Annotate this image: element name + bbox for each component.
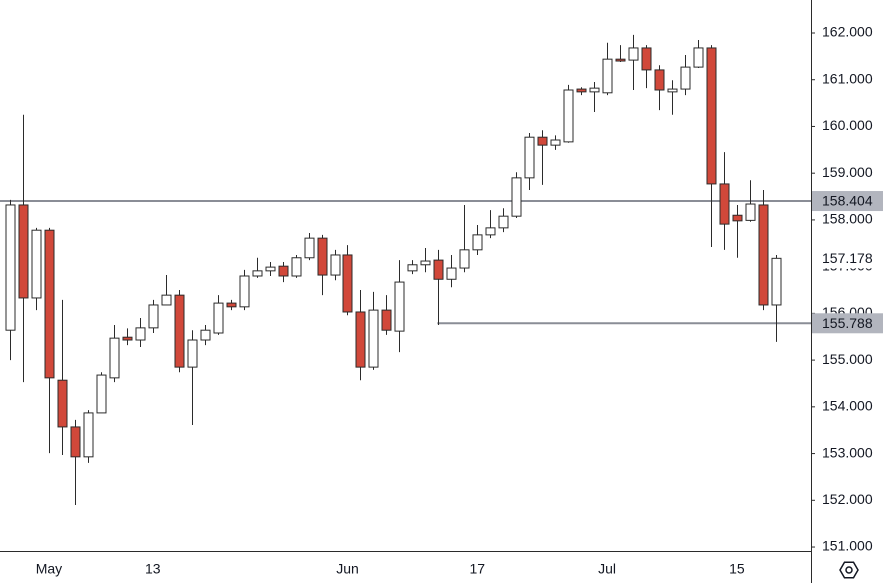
candle-body-down — [317, 237, 328, 276]
candle-body-up — [420, 260, 431, 266]
candle-body-up — [135, 327, 146, 341]
candle-body-down — [226, 302, 237, 308]
y-tick-label: 155.000 — [822, 351, 873, 367]
candle-body-up — [628, 47, 639, 61]
candle-body-up — [83, 412, 94, 458]
candle-body-up — [771, 257, 782, 306]
candle-body-up — [31, 229, 42, 299]
candle-body-up — [5, 204, 16, 331]
candle-body-up — [407, 264, 418, 272]
candle-body-up — [485, 227, 496, 236]
candle-body-up — [330, 254, 341, 276]
candle-body-up — [524, 136, 535, 179]
candle-body-down — [57, 379, 68, 428]
x-tick-label: 15 — [729, 561, 745, 577]
level-label: 158.404 — [822, 193, 873, 209]
candle-body-up — [96, 374, 107, 414]
settings-icon[interactable] — [839, 561, 859, 579]
candle-body-down — [44, 229, 55, 379]
candle-body-down — [342, 254, 353, 313]
candle-body-down — [719, 183, 730, 225]
level-label-box — [812, 313, 883, 334]
candle-body-down — [174, 294, 185, 368]
candle-body-up — [680, 66, 691, 90]
x-tick-label: 13 — [145, 561, 161, 577]
candle-body-up — [304, 237, 315, 259]
x-tick-label: Jul — [598, 561, 616, 577]
candle-body-up — [187, 339, 198, 368]
candle-body-down — [381, 309, 392, 331]
y-tick-label: 154.000 — [822, 398, 873, 414]
settings-dot[interactable] — [845, 566, 853, 574]
candle-body-up — [368, 309, 379, 368]
candle-body-down — [18, 204, 29, 299]
candle-body-down — [355, 311, 366, 368]
candle-body-down — [433, 259, 444, 280]
candle-body-up — [693, 47, 704, 68]
x-tick-label: May — [36, 561, 62, 577]
candle-body-up — [213, 302, 224, 334]
plot-area — [0, 34, 811, 505]
last-price-label: 157.178 — [822, 250, 873, 266]
level-label-box — [812, 191, 883, 212]
candle-body-down — [122, 336, 133, 341]
candle-body-up — [394, 281, 405, 332]
candle-body-up — [252, 270, 263, 277]
candle-body-up — [472, 234, 483, 251]
candle-body-up — [498, 215, 509, 229]
candle-body-up — [745, 203, 756, 221]
y-tick-label: 161.000 — [822, 70, 873, 86]
candle-body-up — [109, 337, 120, 379]
candle-body-up — [148, 304, 159, 329]
candle-body-down — [537, 136, 548, 146]
candle-body-down — [641, 47, 652, 71]
candle-body-up — [563, 89, 574, 143]
candle-body-up — [200, 329, 211, 341]
candle-body-up — [446, 267, 457, 280]
candle-body-down — [706, 47, 717, 185]
candle-body-up — [239, 275, 250, 308]
level-label: 155.788 — [822, 315, 873, 331]
y-tick-label: 152.000 — [822, 491, 873, 507]
last-price-box — [812, 248, 883, 269]
candle-body-up — [602, 58, 613, 94]
candle-body-up — [589, 87, 600, 93]
candle-body-up — [550, 139, 561, 146]
y-tick-label: 151.000 — [822, 538, 873, 554]
candle-body-down — [758, 204, 769, 306]
candle-body-down — [615, 58, 626, 62]
y-tick-label: 162.000 — [822, 24, 873, 40]
candle-body-up — [161, 294, 172, 306]
settings-hexagon[interactable] — [839, 561, 859, 579]
candle-body-down — [576, 88, 587, 93]
candle-body-up — [265, 266, 276, 272]
candle-body-down — [70, 426, 81, 458]
candle-body-down — [732, 214, 743, 222]
x-tick-label: 17 — [469, 561, 485, 577]
y-tick-label: 160.000 — [822, 117, 873, 133]
candle-body-up — [667, 88, 678, 93]
candle-body-up — [291, 257, 302, 277]
x-tick-label: Jun — [336, 561, 359, 577]
candle-body-down — [278, 265, 289, 277]
candle-body-up — [459, 249, 470, 269]
y-tick-label: 159.000 — [822, 164, 873, 180]
y-tick-label: 158.000 — [822, 211, 873, 227]
candle-body-up — [511, 177, 522, 217]
candle-body-down — [654, 69, 665, 91]
y-tick-label: 153.000 — [822, 444, 873, 460]
